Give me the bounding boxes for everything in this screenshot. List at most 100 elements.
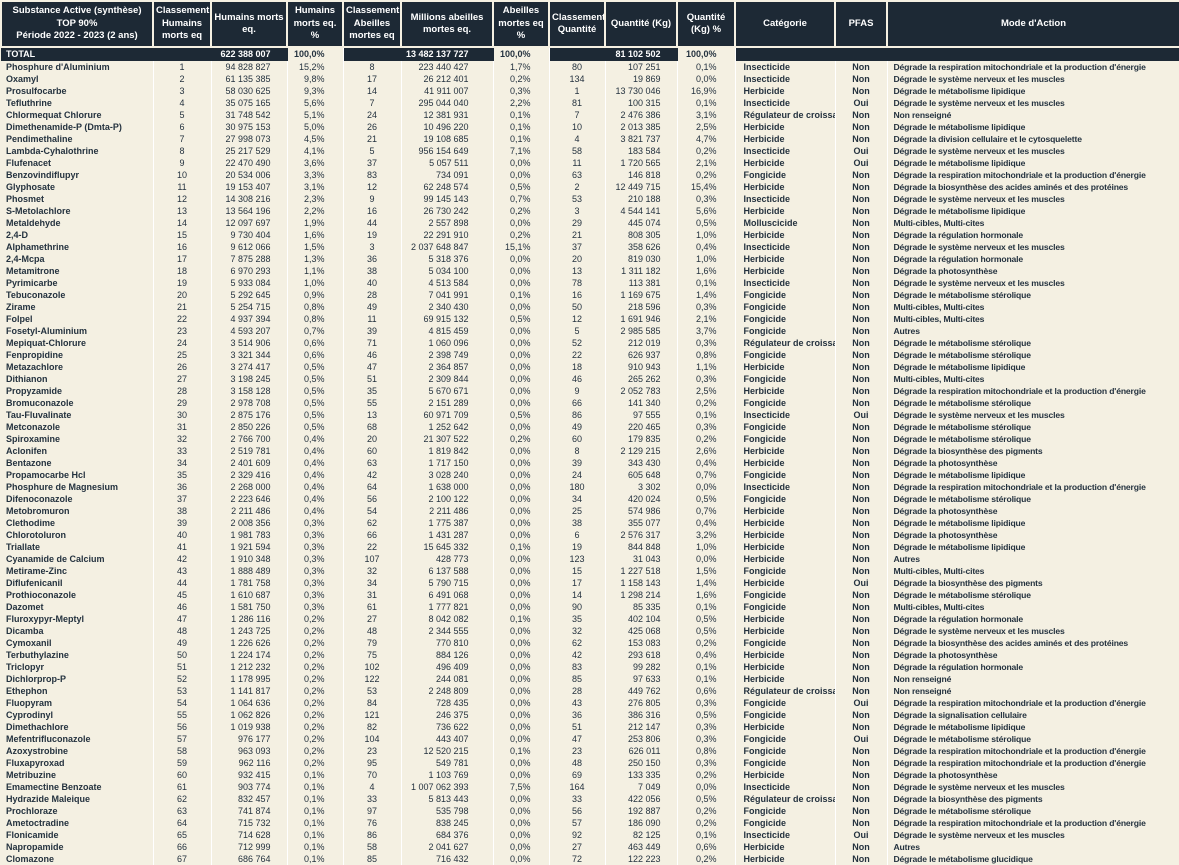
quantity-pct-cell: 2,5% [677,121,736,133]
table-row: Oxamyl 2 61 135 385 9,8% 17 26 212 401 0,2% 134… [1,73,1179,85]
rank-humans-cell: 46 [153,601,212,613]
rank-humans-cell: 16 [153,241,212,253]
bees-deaths-cell: 1 717 150 [401,457,494,469]
humans-deaths-pct-cell: 9,8% [287,73,344,85]
substance-cell: Metirame-Zinc [1,565,154,577]
table-body: Phosphure d'Aluminium 1 94 828 827 15,2% 8 22… [1,61,1179,865]
rank-bees-cell: 16 [343,205,402,217]
rank-bees-cell: 48 [343,625,402,637]
table-row: Dimethachlore 56 1 019 938 0,2% 82 736 622 0,0… [1,721,1179,733]
bees-deaths-pct-cell: 0,0% [493,709,550,721]
quantity-pct-cell: 0,1% [677,601,736,613]
rank-quantity-cell: 164 [549,781,606,793]
category-cell: Fongicide [735,169,836,181]
rank-bees-cell: 84 [343,697,402,709]
bees-deaths-cell: 443 407 [401,733,494,745]
substance-cell: Chlormequat Chlorure [1,109,154,121]
bees-deaths-cell: 5 813 443 [401,793,494,805]
pfas-cell: Non [835,709,888,721]
rank-quantity-cell: 92 [549,829,606,841]
category-cell: Fongicide [735,289,836,301]
column-header-quantity-pct: Quantité (Kg) % [676,0,736,48]
rank-bees-cell: 97 [343,805,402,817]
mode-of-action-cell: Dégrade le métabolisme stérolique [887,349,1179,361]
bees-deaths-cell: 10 496 220 [401,121,494,133]
pfas-cell: Oui [835,829,888,841]
pfas-cell: Non [835,229,888,241]
bees-deaths-cell: 1 638 000 [401,481,494,493]
bees-deaths-pct-cell: 0,2% [493,205,550,217]
rank-quantity-cell: 6 [549,529,606,541]
bees-deaths-pct-cell: 0,0% [493,337,550,349]
humans-deaths-pct-cell: 0,4% [287,433,344,445]
mode-of-action-cell: Dégrade la photosynthèse [887,457,1179,469]
rank-quantity-cell: 16 [549,289,606,301]
table-row: Propyzamide 28 3 158 128 0,5% 35 5 670 671 0,0… [1,385,1179,397]
quantity-pct-cell: 0,0% [677,781,736,793]
humans-deaths-cell: 5 933 084 [211,277,288,289]
rank-quantity-cell: 24 [549,469,606,481]
bees-deaths-pct-cell: 7,1% [493,145,550,157]
rank-quantity-cell: 23 [549,745,606,757]
table-row: Clethodime 39 2 008 356 0,3% 62 1 775 387 0,0%… [1,517,1179,529]
humans-deaths-pct-cell: 0,2% [287,637,344,649]
humans-deaths-cell: 2 268 000 [211,481,288,493]
pfas-cell: Non [835,361,888,373]
quantity-pct-cell: 0,4% [677,241,736,253]
pfas-cell: Non [835,85,888,97]
humans-deaths-pct-cell: 0,2% [287,625,344,637]
rank-quantity-cell: 12 [549,313,606,325]
bees-deaths-pct-cell: 0,2% [493,433,550,445]
total-cell [153,47,212,61]
rank-bees-cell: 63 [343,457,402,469]
bees-deaths-pct-cell: 0,0% [493,469,550,481]
bees-deaths-cell: 6 137 588 [401,565,494,577]
humans-deaths-pct-cell: 0,1% [287,829,344,841]
mode-of-action-cell: Dégrade le métabolisme stérolique [887,733,1179,745]
humans-deaths-cell: 3 321 344 [211,349,288,361]
substance-cell: Prothioconazole [1,589,154,601]
quantity-kg-cell: 445 074 [605,217,678,229]
rank-quantity-cell: 27 [549,841,606,853]
rank-humans-cell: 32 [153,433,212,445]
mode-of-action-cell: Dégrade la biosynthèse des pigments [887,577,1179,589]
quantity-pct-cell: 0,3% [677,337,736,349]
table-row: Lambda-Cyhalothrine 8 25 217 529 4,1% 5 956 1… [1,145,1179,157]
humans-deaths-pct-cell: 0,2% [287,721,344,733]
pfas-cell: Oui [835,145,888,157]
rank-bees-cell: 58 [343,841,402,853]
mode-of-action-cell: Dégrade le métabolisme stérolique [887,493,1179,505]
humans-deaths-pct-cell: 0,1% [287,781,344,793]
quantity-pct-cell: 0,2% [677,853,736,865]
quantity-kg-cell: 358 626 [605,241,678,253]
mode-of-action-cell: Autres [887,553,1179,565]
rank-quantity-cell: 60 [549,433,606,445]
total-label-cell: TOTAL [1,47,154,61]
rank-humans-cell: 40 [153,529,212,541]
pfas-cell: Non [835,133,888,145]
quantity-pct-cell: 0,3% [677,721,736,733]
bees-deaths-cell: 223 440 427 [401,61,494,73]
mode-of-action-cell: Dégrade la respiration mitochondriale et… [887,481,1179,493]
rank-humans-cell: 27 [153,373,212,385]
category-cell: Fongicide [735,421,836,433]
humans-deaths-cell: 61 135 385 [211,73,288,85]
humans-deaths-pct-cell: 9,3% [287,85,344,97]
rank-humans-cell: 6 [153,121,212,133]
humans-deaths-pct-cell: 0,1% [287,769,344,781]
quantity-kg-cell: 1 311 182 [605,265,678,277]
humans-deaths-pct-cell: 5,0% [287,121,344,133]
substance-cell: Prochloraze [1,805,154,817]
bees-deaths-pct-cell: 0,0% [493,361,550,373]
rank-humans-cell: 10 [153,169,212,181]
column-header-rank-quantity: Classement Quantité [548,0,606,48]
humans-deaths-pct-cell: 0,4% [287,493,344,505]
table-row: Dicamba 48 1 243 725 0,2% 48 2 344 555 0,0% 32 4… [1,625,1179,637]
category-cell: Insecticide [735,241,836,253]
bees-deaths-cell: 2 151 289 [401,397,494,409]
category-cell: Fongicide [735,493,836,505]
table-row: Tefluthrine 4 35 075 165 5,6% 7 295 044 040 2,… [1,97,1179,109]
quantity-pct-cell: 0,7% [677,469,736,481]
substance-cell: Prosulfocarbe [1,85,154,97]
